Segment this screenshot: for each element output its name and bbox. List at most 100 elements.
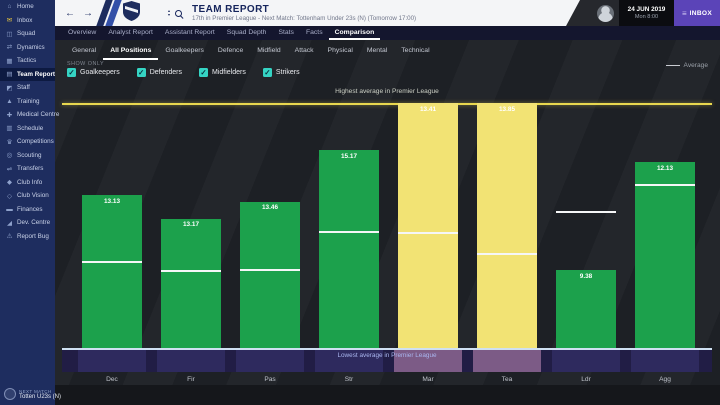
search-icon[interactable]: [175, 10, 182, 17]
tab-facts[interactable]: Facts: [305, 28, 323, 36]
tab-assistant-report[interactable]: Assistant Report: [164, 28, 215, 36]
subtab-defence[interactable]: Defence: [217, 47, 244, 54]
dev-centre-icon: ◢: [7, 219, 12, 227]
filter-checkbox-defenders[interactable]: ✓ Defenders: [136, 68, 182, 77]
sidebar-item-staff[interactable]: ◩ Staff: [0, 81, 55, 95]
subtab-technical[interactable]: Technical: [401, 47, 430, 54]
subtab-mental[interactable]: Mental: [366, 47, 388, 54]
sidebar-item-label: Club Info: [17, 178, 43, 186]
next-match-club-badge-icon: [4, 388, 16, 400]
filter-checkbox-midfielders[interactable]: ✓ Midfielders: [199, 68, 246, 77]
tab-stats[interactable]: Stats: [278, 28, 294, 36]
tab-analyst-report[interactable]: Analyst Report: [108, 28, 153, 36]
bar-agg[interactable]: [635, 162, 695, 348]
tab-overview[interactable]: Overview: [68, 28, 97, 36]
dynamics-icon: ⇄: [6, 44, 13, 52]
club-crest-icon[interactable]: [123, 1, 140, 26]
back-button[interactable]: ←: [65, 7, 75, 19]
team-report-icon: ▤: [6, 71, 13, 79]
main-tab-bar: Overview Analyst Report Assistant Report Sq…: [55, 26, 720, 40]
panel-selector-icon[interactable]: ▴ ▾: [168, 8, 171, 17]
scouting-icon: ◎: [6, 152, 13, 160]
sidebar-item-schedule[interactable]: ▥ Schedule: [0, 122, 55, 136]
sidebar-item-training[interactable]: ▲ Training: [0, 95, 55, 109]
sidebar-item-label: Report Bug: [17, 232, 49, 240]
time-text: Mon 8:00: [634, 13, 659, 20]
x-axis-label-str: Str: [344, 376, 354, 383]
x-axis-label-pas: Pas: [264, 376, 276, 383]
staff-icon: ◩: [6, 84, 13, 92]
next-match-opponent: Totten U23s (N): [19, 393, 62, 400]
date-panel[interactable]: 24 JUN 2019 Mon 8:00: [619, 0, 674, 26]
bar-tea[interactable]: [477, 103, 537, 348]
lowest-average-band: [62, 349, 712, 372]
report-bug-icon: ⚠: [6, 233, 13, 241]
sidebar-item-squad[interactable]: ◫ Squad: [0, 27, 55, 41]
subtab-physical[interactable]: Physical: [327, 47, 353, 54]
attribute-comparison-chart: Highest average in Premier League Lowest…: [62, 85, 712, 383]
transfers-icon: ⇌: [6, 165, 13, 173]
bar-pas[interactable]: [240, 201, 300, 348]
forward-button[interactable]: →: [83, 7, 93, 19]
sidebar-item-label: Dynamics: [17, 43, 45, 51]
bar-value-label: 9.38: [579, 272, 593, 280]
bar-str[interactable]: [319, 150, 379, 348]
sidebar-item-team-report[interactable]: ▤ Team Report: [0, 67, 55, 81]
sidebar-item-label: Tactics: [17, 57, 37, 65]
subtab-all-positions[interactable]: All Positions: [103, 44, 159, 60]
sidebar-item-home[interactable]: ⌂ Home: [0, 0, 55, 14]
sidebar-item-scouting[interactable]: ◎ Scouting: [0, 149, 55, 163]
sidebar-item-tactics[interactable]: ▦ Tactics: [0, 54, 55, 68]
next-match-panel[interactable]: NEXT MATCH Totten U23s (N): [4, 388, 61, 400]
tab-squad-depth[interactable]: Squad Depth: [226, 28, 267, 36]
page-title: TEAM REPORT: [192, 3, 270, 15]
filter-label: Strikers: [275, 69, 300, 76]
show-only-label: SHOW ONLY: [67, 61, 105, 67]
comparison-content: General All Positions Goalkeepers Defence Mi…: [55, 40, 720, 405]
sidebar-item-inbox[interactable]: ✉ Inbox: [0, 14, 55, 28]
sidebar-item-club-info[interactable]: ◆ Club Info: [0, 176, 55, 190]
next-match-heading: NEXT MATCH: [19, 388, 52, 394]
league-average-marker: [556, 211, 616, 214]
sidebar-item-report-bug[interactable]: ⚠ Report Bug: [0, 230, 55, 244]
bar-mar[interactable]: [398, 103, 458, 348]
average-legend-label: Average: [683, 62, 708, 69]
band-column: [78, 349, 146, 372]
league-average-marker: [240, 269, 300, 272]
checkbox-checked-icon: ✓: [136, 68, 146, 77]
filter-checkbox-goalkeepers[interactable]: ✓ Goalkeepers: [67, 68, 120, 77]
sidebar-item-label: Medical Centre: [17, 111, 60, 119]
club-vision-icon: ◇: [7, 192, 12, 200]
filter-checkbox-strikers[interactable]: ✓ Strikers: [262, 68, 300, 77]
sidebar-item-transfers[interactable]: ⇌ Transfers: [0, 162, 55, 176]
bar-value-label: 13.17: [183, 221, 199, 229]
sidebar-item-dev-centre[interactable]: ◢ Dev. Centre: [0, 216, 55, 230]
sidebar-item-label: Inbox: [17, 16, 33, 24]
manager-avatar[interactable]: [597, 4, 614, 22]
average-line-swatch-icon: [665, 64, 680, 67]
bar-dec[interactable]: [82, 195, 142, 348]
header-white-panel: ← → ▴ ▾ TEAM REPORT 17th in Premier Leagu…: [55, 0, 580, 26]
date-text: 24 JUN 2019: [627, 5, 666, 13]
bar-ldr[interactable]: [556, 270, 616, 348]
medical-centre-icon: ✚: [6, 111, 13, 119]
subtab-midfield[interactable]: Midfield: [257, 47, 281, 54]
sidebar-item-finances[interactable]: ▬ Finances: [0, 203, 55, 217]
sidebar-item-competitions[interactable]: ♛ Competitions: [0, 135, 55, 149]
sidebar: ⌂ Home ✉ Inbox ◫ Squad ⇄ Dynamics ▦ Tactics ▤ Team …: [0, 0, 61, 405]
band-column: [631, 349, 699, 372]
sidebar-item-medical-centre[interactable]: ✚ Medical Centre: [0, 108, 60, 122]
subtab-general[interactable]: General: [72, 47, 97, 54]
subtab-attack[interactable]: Attack: [294, 47, 314, 54]
band-column: [394, 349, 462, 372]
highest-average-label: Highest average in Premier League: [335, 88, 439, 95]
bar-fir[interactable]: [161, 218, 221, 348]
continue-inbox-button[interactable]: ≡ INBOX: [674, 0, 720, 26]
position-subtabs: General All Positions Goalkeepers Defence Mi…: [65, 44, 437, 60]
sidebar-item-club-vision[interactable]: ◇ Club Vision: [0, 189, 55, 203]
sidebar-item-dynamics[interactable]: ⇄ Dynamics: [0, 41, 55, 55]
tab-comparison[interactable]: Comparison: [328, 26, 381, 40]
subtab-goalkeepers[interactable]: Goalkeepers: [165, 47, 204, 54]
league-average-marker: [635, 184, 695, 187]
sidebar-item-label: Squad: [17, 30, 36, 38]
